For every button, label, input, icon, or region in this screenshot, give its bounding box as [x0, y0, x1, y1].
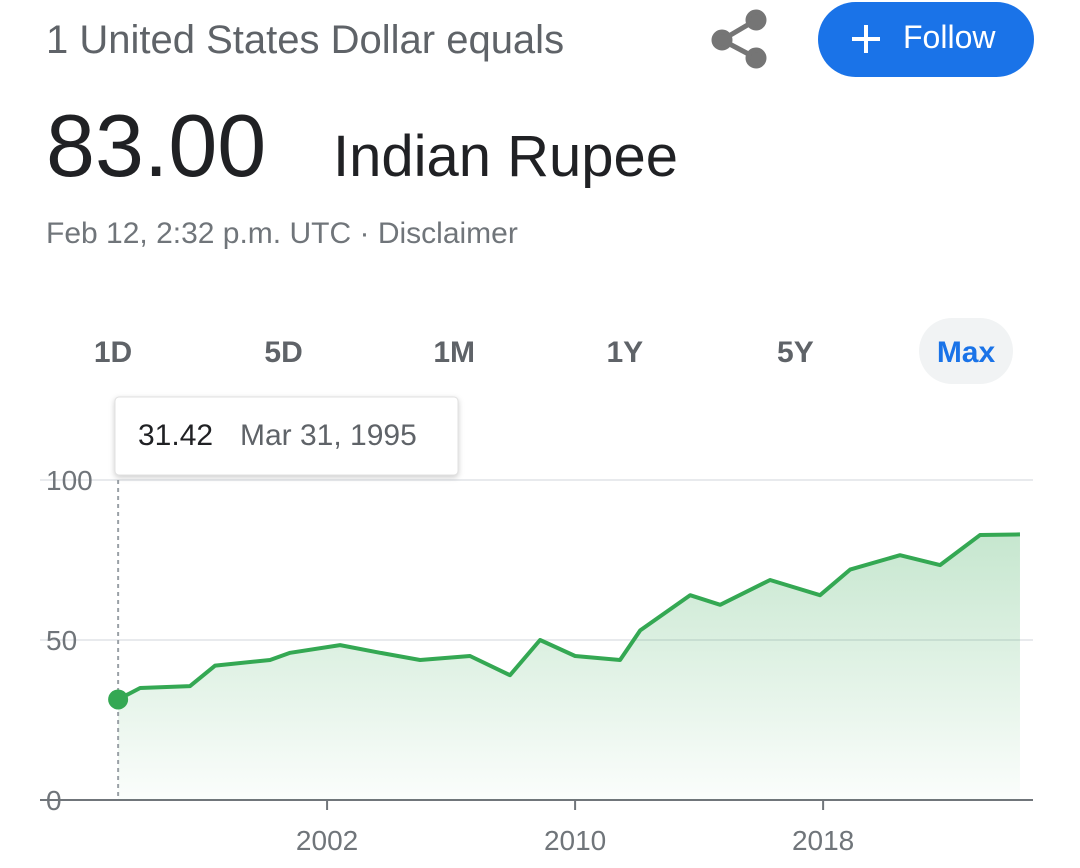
- range-tab[interactable]: 5D: [264, 336, 302, 369]
- y-tick-label: 50: [46, 625, 77, 656]
- plus-icon[interactable]: [852, 25, 880, 53]
- range-tab[interactable]: Max: [937, 336, 996, 369]
- line: [117, 532, 1021, 702]
- tooltip-date: Mar 31, 1995: [240, 419, 417, 452]
- timestamp: Feb 12, 2:32 p.m. UTC: [46, 217, 351, 250]
- range-tab[interactable]: 1M: [433, 336, 475, 369]
- tooltip-value: 31.42: [138, 419, 213, 452]
- separator: ·: [359, 217, 369, 250]
- range-tabs: 1D 5D 1M 1Y 5Y Max: [94, 318, 1013, 384]
- y-tick-label: 100: [46, 465, 93, 496]
- disclaimer[interactable]: Disclaimer: [378, 217, 518, 250]
- currency: Indian Rupee: [333, 124, 678, 189]
- range-tab[interactable]: 5Y: [777, 336, 814, 369]
- timestamp-line: Feb 12, 2:32 p.m. UTC · Disclaimer: [46, 217, 518, 250]
- hover-dot: [108, 689, 129, 710]
- x-tick-label: 2002: [296, 825, 358, 856]
- active-tab-bg[interactable]: [919, 318, 1013, 384]
- range-tab[interactable]: 1D: [94, 336, 132, 369]
- area: [118, 534, 1020, 800]
- x-tick-label: 2018: [792, 825, 854, 856]
- prefix: 1 United States Dollar equals: [46, 18, 564, 62]
- follow-label[interactable]: Follow: [903, 19, 996, 55]
- amount: 83.00: [46, 96, 266, 195]
- tooltip-box: [114, 396, 459, 476]
- range-tab[interactable]: 1Y: [606, 336, 643, 369]
- follow-bg[interactable]: [818, 2, 1034, 77]
- x-tick-label: 2010: [544, 825, 606, 856]
- share-icon[interactable]: [711, 9, 767, 69]
- follow-button[interactable]: Follow: [818, 2, 1034, 77]
